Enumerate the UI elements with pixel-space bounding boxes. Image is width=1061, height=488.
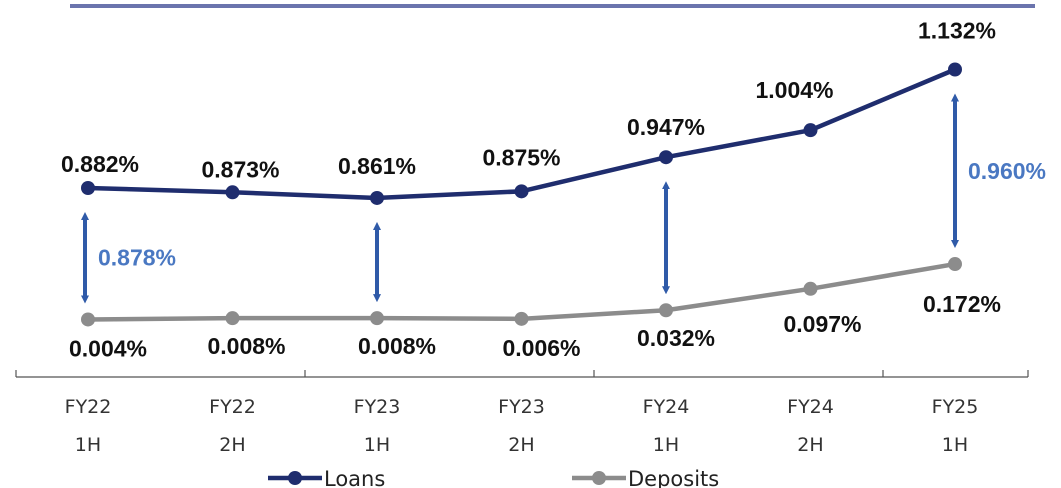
x-tick-label: 2H: [508, 434, 534, 456]
deposits-point: [659, 303, 673, 318]
deposits-data-label: 0.097%: [783, 311, 861, 337]
deposits-point: [81, 312, 95, 327]
loans-point: [659, 150, 673, 165]
spread-arrows: [81, 93, 959, 304]
legend-item-loans: Loans: [268, 467, 385, 488]
loans-data-label: 0.873%: [201, 156, 279, 182]
x-tick-label: 2H: [219, 434, 245, 456]
x-axis: FY22 1H FY22 2H FY23 1H FY23 2H FY24 1H FY24 2H FY25…: [15, 370, 1029, 456]
loans-point: [803, 123, 818, 138]
deposits-data-label: 0.032%: [637, 325, 715, 351]
x-tick-label: FY24: [643, 396, 690, 418]
spread-label: 0.960%: [968, 158, 1046, 184]
deposits-data-label: 0.008%: [207, 333, 285, 359]
loans-data-label: 0.882%: [61, 151, 139, 177]
loans-data-label: 0.875%: [482, 144, 560, 170]
x-tick-label: FY22: [65, 396, 112, 418]
deposits-point: [803, 281, 818, 296]
x-tick-label: 1H: [364, 434, 390, 456]
deposits-data-label: 0.008%: [358, 333, 436, 359]
deposits-data-label: 0.172%: [923, 291, 1001, 317]
deposits-point: [225, 311, 240, 326]
deposits-point: [514, 311, 529, 326]
x-tick-label: FY24: [787, 396, 834, 418]
legend-swatch-marker: [288, 471, 302, 485]
loans-data-label: 0.861%: [338, 153, 416, 179]
spread-label: 0.878%: [98, 245, 176, 271]
deposits-point: [948, 257, 962, 272]
deposits-point: [370, 311, 384, 326]
loans-data-label: 0.947%: [627, 114, 705, 140]
legend-label: Deposits: [628, 467, 719, 488]
loans-point: [514, 184, 529, 199]
series-layer: [81, 62, 962, 327]
legend-item-deposits: Deposits: [572, 467, 719, 488]
data-labels: 0.878% 0.960% 0.882% 0.873% 0.861% 0.875% 0.94…: [61, 18, 1046, 362]
x-tick-label: FY22: [209, 396, 256, 418]
loans-point: [948, 62, 962, 77]
x-tick-label: 1H: [75, 434, 101, 456]
x-tick-label: 2H: [797, 434, 823, 456]
loans-point: [81, 181, 95, 195]
legend-label: Loans: [324, 467, 385, 488]
x-tick-label: FY23: [498, 396, 545, 418]
x-tick-label: 1H: [942, 434, 968, 456]
loans-point: [225, 185, 240, 200]
loans-data-label: 1.132%: [918, 18, 996, 44]
deposits-data-label: 0.004%: [69, 335, 147, 361]
legend: Loans Deposits: [268, 467, 719, 488]
legend-swatch-marker: [592, 471, 606, 485]
x-tick-label: FY25: [932, 396, 979, 418]
loans-point: [370, 190, 384, 205]
x-tick-label: 1H: [653, 434, 679, 456]
loans-data-label: 1.004%: [755, 77, 833, 103]
x-tick-label: FY23: [354, 396, 401, 418]
deposits-data-label: 0.006%: [502, 335, 580, 361]
